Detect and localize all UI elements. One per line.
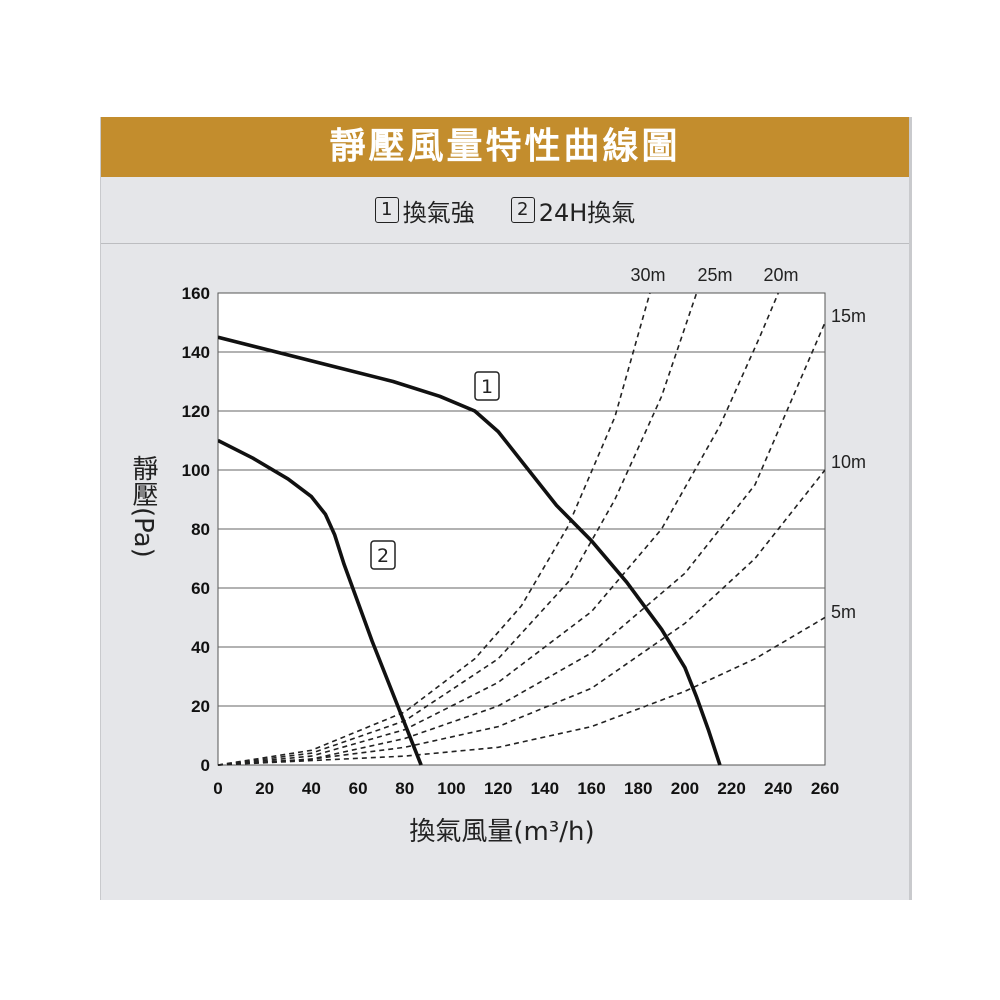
x-tick-label: 160 [577, 779, 605, 798]
series-label-1: 1 [481, 376, 493, 398]
duct-curve-5m [218, 616, 825, 766]
y-tick-label: 100 [182, 461, 210, 480]
duct-curve-15m [218, 322, 825, 766]
x-tick-label: 120 [484, 779, 512, 798]
duct-label-20m: 20m [763, 265, 798, 285]
duct-label-10m: 10m [831, 452, 866, 472]
x-tick-label: 100 [437, 779, 465, 798]
page-title: 靜壓風量特性曲線圖 [101, 117, 909, 177]
duct-curve-30m [218, 292, 651, 766]
x-tick-label: 40 [302, 779, 321, 798]
x-tick-label: 80 [395, 779, 414, 798]
legend-number-2: 2 [510, 197, 535, 223]
x-tick-label: 60 [349, 779, 368, 798]
series-box-1 [474, 371, 500, 401]
x-tick-label: 20 [255, 779, 274, 798]
legend: 1 換氣強 2 24H換氣 [101, 177, 909, 244]
y-tick-label: 160 [182, 284, 210, 303]
x-tick-label: 140 [531, 779, 559, 798]
x-tick-label: 0 [213, 779, 222, 798]
legend-number-1: 1 [374, 197, 399, 223]
duct-label-5m: 5m [831, 602, 856, 622]
series-curve-1 [218, 335, 722, 766]
duct-label-15m: 15m [831, 306, 866, 326]
series-label-2: 2 [377, 545, 389, 567]
x-tick-label: 240 [764, 779, 792, 798]
series-curve-2 [218, 438, 423, 766]
x-tick-label: 260 [811, 779, 839, 798]
legend-entry-1: 1 換氣強 [374, 193, 475, 228]
y-tick-label: 80 [191, 520, 210, 539]
x-tick-label: 180 [624, 779, 652, 798]
duct-curve-20m [218, 292, 780, 766]
legend-label-1: 換氣強 [402, 198, 475, 227]
duct-label-25m: 25m [697, 265, 732, 285]
x-tick-label: 220 [717, 779, 745, 798]
x-axis-label: 換氣風量(m³/h) [409, 817, 594, 847]
y-tick-label: 0 [201, 756, 210, 775]
duct-curve-25m [218, 292, 698, 766]
y-tick-label: 60 [191, 579, 210, 598]
y-axis-label: 靜壓(Pa) [128, 455, 158, 558]
duct-label-30m: 30m [630, 265, 665, 285]
y-tick-label: 40 [191, 638, 210, 657]
legend-entry-2: 2 24H換氣 [510, 193, 636, 228]
y-tick-label: 20 [191, 697, 210, 716]
series-box-2 [370, 540, 396, 570]
x-tick-label: 200 [671, 779, 699, 798]
y-tick-label: 140 [182, 343, 210, 362]
legend-label-2: 24H換氣 [538, 198, 636, 227]
y-tick-label: 120 [182, 402, 210, 421]
duct-curve-10m [218, 469, 825, 766]
